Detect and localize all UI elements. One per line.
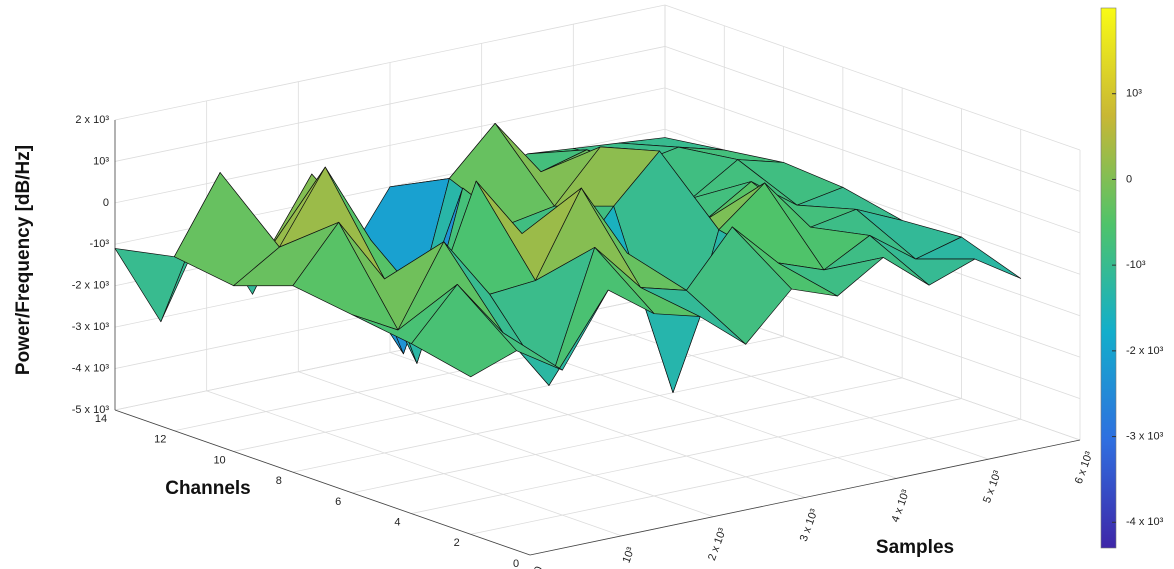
- y-tick-label: 2 x 10³: [706, 526, 729, 562]
- x-tick-label: 2: [454, 537, 460, 549]
- z-tick-label: -4 x 10³: [72, 362, 110, 374]
- y-tick-label: 10³: [621, 545, 638, 564]
- grid-line: [573, 314, 988, 459]
- y-tick-label: 3 x 10³: [798, 507, 821, 543]
- colorbar-tick-label: -10³: [1126, 259, 1146, 271]
- z-tick-label: 2 x 10³: [75, 114, 109, 126]
- colorbar-tick-label: -3 x 10³: [1126, 430, 1164, 442]
- z-tick-label: -2 x 10³: [72, 280, 110, 292]
- x-tick-label: 8: [276, 475, 282, 487]
- x-tick-label: 6: [335, 496, 341, 508]
- x-axis-label: Channels: [165, 478, 251, 499]
- z-tick-label: -3 x 10³: [72, 321, 110, 333]
- colorbar-tick-label: 10³: [1126, 88, 1142, 100]
- y-tick-label: 0: [532, 565, 545, 569]
- z-tick-label: 0: [103, 197, 109, 209]
- x-tick-label: 0: [513, 558, 519, 569]
- grid-line: [298, 372, 713, 517]
- z-tick-label: -5 x 10³: [72, 404, 110, 416]
- y-tick-label: 5 x 10³: [981, 469, 1004, 505]
- z-tick-label: -10³: [89, 238, 109, 250]
- surface: [115, 123, 1021, 392]
- x-tick-label: 4: [394, 516, 400, 528]
- grid-line: [207, 391, 622, 536]
- y-axis-label: Samples: [876, 537, 954, 558]
- y-tick-label: 4 x 10³: [889, 488, 912, 524]
- colorbar-tick-label: -2 x 10³: [1126, 345, 1164, 357]
- z-axis-label: Power/Frequency [dB/Hz]: [13, 145, 34, 375]
- chart: 02468101214010³2 x 10³3 x 10³4 x 10³5 x …: [0, 0, 1174, 569]
- x-tick-label: 12: [154, 434, 166, 446]
- z-tick-label: 10³: [93, 155, 109, 167]
- colorbar-tick-label: -4 x 10³: [1126, 516, 1164, 528]
- y-tick-label: 6 x 10³: [1073, 450, 1096, 486]
- colorbar: [1101, 8, 1116, 548]
- grid-line: [665, 5, 1080, 150]
- x-tick-label: 10: [213, 454, 225, 466]
- colorbar-tick-label: 0: [1126, 173, 1132, 185]
- grid-line: [390, 353, 805, 498]
